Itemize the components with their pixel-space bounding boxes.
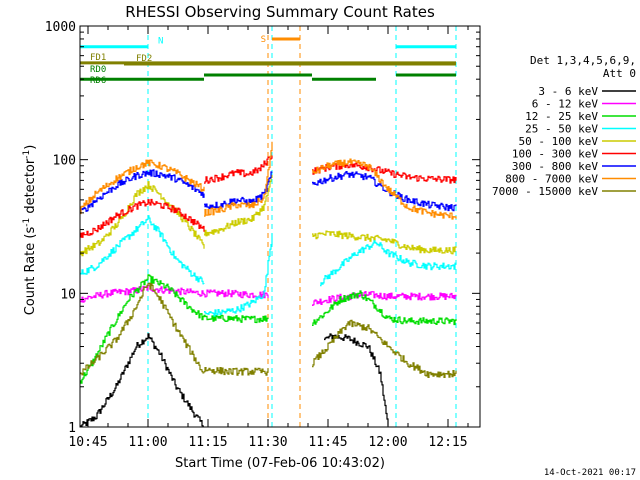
series-800-7000-kev-segment-1 [204,141,273,217]
x-tick-label-1045: 10:45 [68,435,107,450]
series-7000-15000-kev-segment-0 [80,282,205,376]
x-tick-label-1115: 11:15 [188,435,227,450]
series-12-25-kev-segment-1 [312,290,457,326]
plot-frame [79,25,481,428]
status-label-fd1: FD1 [90,53,106,63]
series-3-6-kev-segment-1 [324,333,389,426]
x-tick-label-1145: 11:45 [308,435,347,450]
series-7000-15000-kev-segment-2 [312,319,457,378]
legend-label-800-7000-kev: 800 - 7000 keV [505,173,598,186]
legend-label-100-300-kev: 100 - 300 keV [512,148,598,161]
y-axis-label-end: ) [23,145,38,150]
series-50-100-kev-segment-2 [312,230,457,255]
y-tick-label-1000: 1000 [45,20,76,35]
series-6-12-kev-segment-1 [312,291,457,306]
legend-label-6-12-kev: 6 - 12 keV [532,98,599,111]
x-axis-label: Start Time (07-Feb-06 10:43:02) [175,456,385,471]
legend-header-0: Det 1,3,4,5,6,9, [530,54,636,67]
footer-timestamp: 14-Oct-2021 00:17 [544,468,636,478]
y-axis-label-sup2: -1 [22,150,32,159]
legend-label-3-6-kev: 3 - 6 keV [538,85,598,98]
status-label-rd6: RD6 [90,76,106,86]
legend-label-12-25-kev: 12 - 25 keV [525,110,598,123]
series-100-300-kev-segment-1 [204,155,273,184]
chart-title: RHESSI Observing Summary Count Rates [125,3,435,21]
plot-content [80,26,457,427]
y-axis: 1 10 100 1000 [45,20,480,436]
legend-label-7000-15000-kev: 7000 - 15000 keV [492,185,598,198]
status-label-fd2: FD2 [136,54,152,64]
x-tick-label-1215: 12:15 [428,435,467,450]
y-tick-label-100: 100 [53,154,76,169]
series-12-25-kev-segment-0 [80,274,269,384]
x-tick-label-1200: 12:00 [368,435,407,450]
status-label-s: S [261,35,266,45]
series-3-6-kev-segment-0 [80,333,204,427]
legend-label-50-100-kev: 50 - 100 keV [519,135,599,148]
series-6-12-kev-segment-0 [80,284,269,303]
series-300-800-kev-segment-2 [312,171,457,212]
y-tick-label-1: 1 [68,421,76,436]
y-axis-label-sup1: -1 [22,218,32,227]
series-800-7000-kev-segment-2 [312,158,457,220]
status-label-n: N [158,37,163,47]
series-50-100-kev-segment-1 [204,174,273,237]
x-tick-label-1130: 11:30 [248,435,287,450]
series-100-300-kev-segment-2 [312,161,457,184]
series-100-300-kev-segment-0 [80,198,205,238]
series-25-50-kev-segment-0 [80,215,205,285]
series-800-7000-kev-segment-0 [80,159,205,215]
legend-label-300-800-kev: 300 - 800 keV [512,160,598,173]
y-axis-label: Count Rate (s-1 detector-1) [22,145,38,316]
y-tick-label-10: 10 [60,287,76,302]
series-7000-15000-kev-segment-1 [204,367,269,376]
legend-header-1: Att 0 [603,67,636,80]
x-tick-label-1100: 11:00 [128,435,167,450]
series-25-50-kev-segment-2 [320,239,457,287]
series-25-50-kev-segment-1 [204,233,273,317]
y-axis-label-main: Count Rate (s [23,227,38,316]
status-label-rd0: RD0 [90,65,106,75]
y-axis-label-mid: detector [23,158,38,218]
x-axis: 10:45 11:00 11:15 11:30 11:45 12:00 12:15 [68,26,469,450]
series-300-800-kev-segment-0 [80,169,205,214]
legend-label-25-50-kev: 25 - 50 keV [525,123,598,136]
